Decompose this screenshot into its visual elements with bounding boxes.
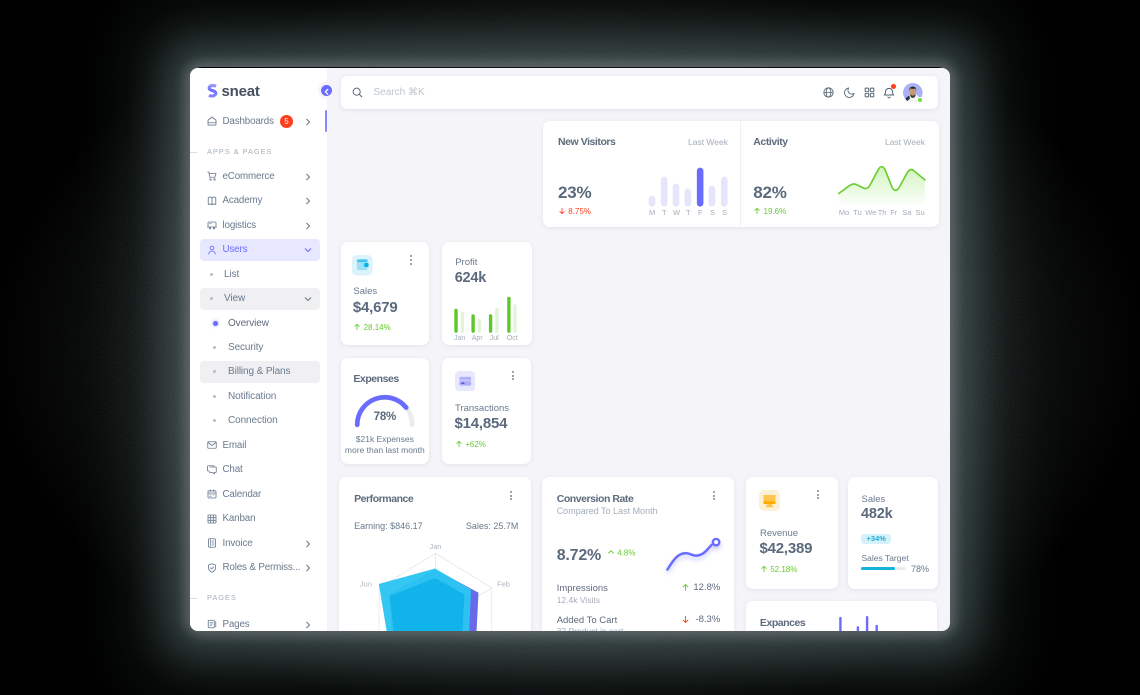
svg-text:Jun: Jun — [360, 579, 372, 588]
svg-text:Jan: Jan — [430, 542, 442, 551]
svg-text:Feb: Feb — [497, 579, 510, 588]
